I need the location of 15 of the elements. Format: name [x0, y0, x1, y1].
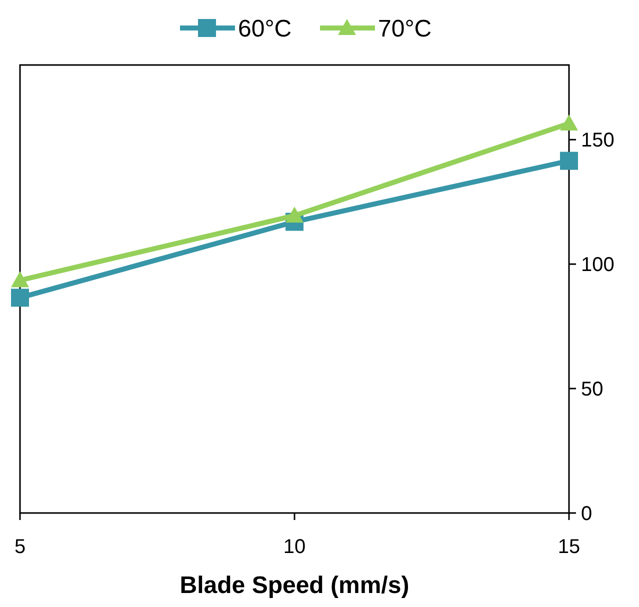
point — [11, 271, 29, 288]
y-tick-label: 150 — [581, 130, 614, 152]
x-tick-label: 15 — [558, 536, 580, 558]
y-tick-label: 0 — [581, 503, 592, 525]
x-tick-label: 5 — [14, 536, 26, 558]
legend-label: 70°C — [378, 15, 432, 42]
x-axis-title: Blade Speed (mm/s) — [180, 572, 410, 599]
x-tick-label: 10 — [283, 536, 306, 558]
point — [560, 114, 578, 130]
y-tick-label: 50 — [581, 378, 604, 401]
y-tick-label: 100 — [581, 254, 614, 276]
legend-label: 60°C — [238, 15, 292, 42]
point — [11, 288, 29, 307]
point — [560, 152, 578, 170]
point — [286, 206, 304, 223]
